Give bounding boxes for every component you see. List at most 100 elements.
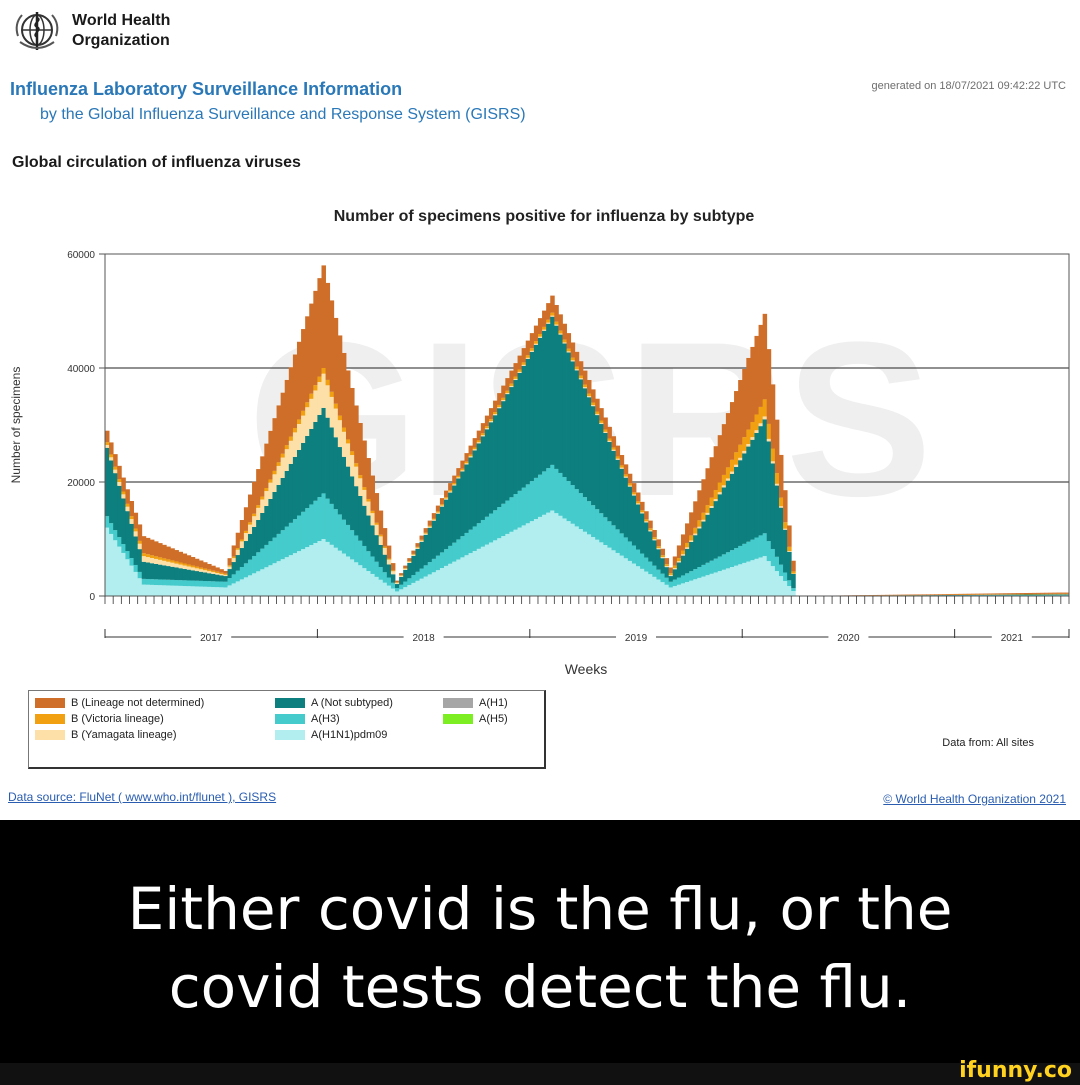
bar-segment bbox=[570, 361, 576, 486]
bar-segment bbox=[746, 446, 751, 542]
bar-segment bbox=[211, 570, 216, 573]
bar-segment bbox=[627, 486, 633, 542]
bar-segment bbox=[256, 469, 261, 506]
bar-segment bbox=[403, 568, 408, 570]
bar-segment bbox=[636, 492, 641, 502]
bar-segment bbox=[435, 570, 441, 596]
bar-segment bbox=[774, 485, 780, 557]
bar-segment bbox=[668, 581, 674, 588]
bar-segment bbox=[591, 404, 596, 407]
bar-segment bbox=[435, 555, 441, 571]
bar-segment bbox=[619, 454, 625, 466]
bar-segment bbox=[337, 514, 343, 551]
bar-segment bbox=[350, 559, 355, 596]
bar-segment bbox=[783, 522, 788, 529]
bar-segment bbox=[525, 357, 531, 359]
bar-segment bbox=[762, 419, 768, 534]
bar-segment bbox=[582, 388, 588, 498]
bar-segment bbox=[170, 548, 175, 561]
bar-segment bbox=[154, 541, 159, 557]
bar-segment bbox=[750, 439, 755, 540]
bar-segment bbox=[321, 265, 326, 368]
bar-segment bbox=[664, 564, 670, 566]
data-source-link[interactable]: Data source: FluNet ( www.who.int/flunet… bbox=[8, 790, 277, 804]
bar-segment bbox=[121, 491, 126, 495]
bar-segment bbox=[186, 569, 192, 581]
bar-segment bbox=[950, 593, 956, 595]
bar-segment bbox=[709, 506, 715, 508]
bar-segment bbox=[141, 584, 147, 596]
copyright-link[interactable]: © World Health Organization 2021 bbox=[883, 792, 1066, 806]
bar-segment bbox=[525, 523, 531, 596]
bar-segment bbox=[488, 513, 494, 543]
bar-segment bbox=[370, 573, 375, 596]
bar-segment bbox=[350, 387, 355, 452]
bar-segment bbox=[599, 542, 604, 596]
caption-line-2: covid tests detect the flu. bbox=[168, 953, 912, 1021]
bar-segment bbox=[129, 523, 134, 558]
bar-segment bbox=[256, 507, 261, 520]
bar-segment bbox=[472, 450, 478, 527]
bar-segment bbox=[301, 415, 306, 443]
who-report: World Health Organization Influenza Labo… bbox=[8, 12, 1070, 806]
bar-segment bbox=[460, 471, 465, 537]
bar-segment bbox=[190, 586, 196, 596]
bar-segment bbox=[154, 579, 159, 586]
bar-segment bbox=[231, 545, 237, 557]
bar-segment bbox=[742, 562, 747, 596]
bar-segment bbox=[505, 378, 510, 391]
bar-segment bbox=[685, 548, 690, 574]
bar-segment bbox=[337, 415, 343, 421]
bar-segment bbox=[231, 583, 237, 596]
bar-segment bbox=[227, 558, 233, 566]
bar-segment bbox=[419, 541, 425, 569]
bar-segment bbox=[198, 560, 204, 568]
bar-segment bbox=[501, 397, 506, 400]
bar-segment bbox=[105, 447, 110, 517]
bar-segment bbox=[774, 483, 780, 486]
bar-segment bbox=[403, 568, 408, 569]
bar-segment bbox=[783, 581, 788, 596]
bar-segment bbox=[460, 536, 465, 558]
bar-segment bbox=[260, 496, 265, 500]
bar-segment bbox=[158, 564, 163, 580]
bar-segment bbox=[198, 569, 204, 572]
bar-segment bbox=[1011, 593, 1017, 595]
bar-segment bbox=[570, 523, 576, 596]
bar-segment bbox=[198, 580, 204, 587]
bar-segment bbox=[439, 504, 445, 506]
bar-segment bbox=[513, 380, 518, 495]
bar-segment bbox=[382, 572, 388, 583]
bar-segment bbox=[497, 393, 502, 405]
bar-segment bbox=[252, 573, 257, 596]
bar-segment bbox=[685, 542, 690, 548]
bar-segment bbox=[648, 531, 653, 562]
bar-segment bbox=[644, 519, 649, 522]
bar-segment bbox=[378, 534, 384, 537]
bar-segment bbox=[689, 540, 694, 542]
bar-segment bbox=[595, 509, 600, 540]
bar-segment bbox=[1060, 593, 1066, 595]
bar-segment bbox=[587, 396, 592, 398]
bar-segment bbox=[770, 463, 776, 549]
bar-segment bbox=[276, 533, 282, 562]
bar-segment bbox=[390, 571, 396, 575]
bar-segment bbox=[444, 565, 449, 596]
bar-segment bbox=[664, 584, 670, 596]
bar-segment bbox=[587, 393, 592, 397]
bar-segment bbox=[468, 553, 474, 596]
bar-segment bbox=[113, 466, 118, 470]
bar-segment bbox=[705, 512, 710, 515]
x-axis-label: Weeks bbox=[565, 661, 608, 677]
bar-segment bbox=[431, 519, 437, 521]
bar-segment bbox=[615, 456, 621, 459]
bar-segment bbox=[542, 330, 547, 472]
bar-segment bbox=[648, 530, 653, 532]
bar-segment bbox=[656, 569, 661, 580]
bar-segment bbox=[211, 573, 216, 582]
bar-segment bbox=[182, 553, 188, 564]
bar-segment bbox=[215, 587, 220, 596]
bar-segment bbox=[591, 402, 596, 405]
bar-segment bbox=[219, 575, 224, 582]
generated-timestamp: generated on 18/07/2021 09:42:22 UTC bbox=[871, 80, 1066, 92]
